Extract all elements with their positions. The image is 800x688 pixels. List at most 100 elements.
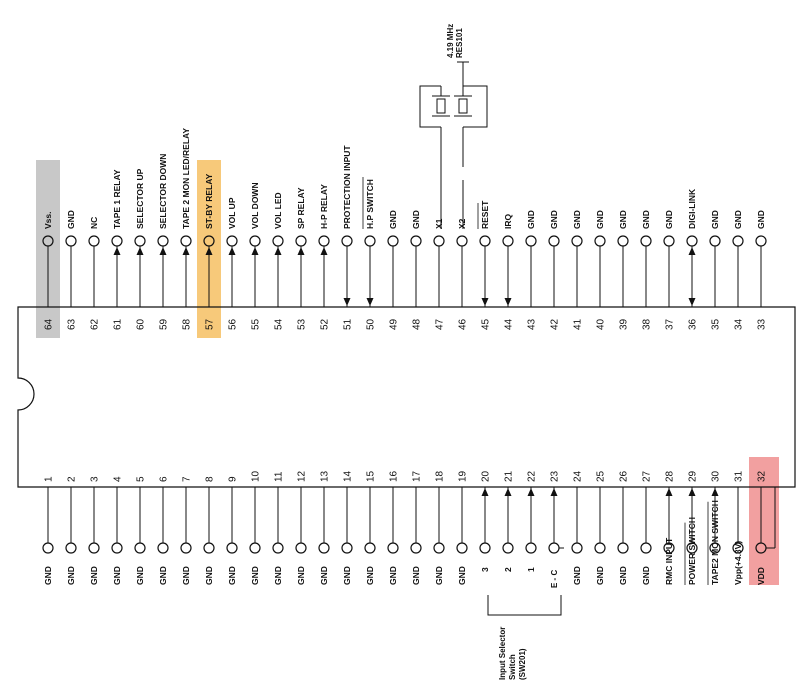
pin-label-25: GND bbox=[595, 566, 605, 585]
pin-circle-26 bbox=[617, 542, 629, 554]
pin-label-43: GND bbox=[526, 210, 536, 229]
pin-number-48: 48 bbox=[412, 318, 423, 330]
pin-number-35: 35 bbox=[711, 318, 722, 330]
pin-label-45: RESET bbox=[480, 200, 490, 229]
pin-label-10: GND bbox=[250, 566, 260, 585]
pin-number-43: 43 bbox=[527, 318, 538, 330]
pin-arrow-down-50 bbox=[366, 298, 374, 306]
pin-arrow-up-57 bbox=[205, 247, 213, 255]
pin-number-64: 64 bbox=[44, 318, 55, 330]
pin-number-30: 30 bbox=[711, 470, 722, 482]
pin-number-20: 20 bbox=[481, 470, 492, 482]
pin-number-51: 51 bbox=[343, 318, 354, 330]
pin-number-40: 40 bbox=[596, 318, 607, 330]
pin-arrow-up-29 bbox=[688, 488, 696, 496]
pin-circle-48 bbox=[410, 235, 422, 247]
pin-label-38: GND bbox=[641, 210, 651, 229]
pin-circle-20 bbox=[479, 542, 491, 554]
pin-circle-16 bbox=[387, 542, 399, 554]
pin-label-26: GND bbox=[618, 566, 628, 585]
pin-arrow-up-53 bbox=[297, 247, 305, 255]
pin-circle-46 bbox=[456, 235, 468, 247]
pin-number-52: 52 bbox=[320, 318, 331, 330]
pin-label-60: SELECTOR UP bbox=[135, 168, 145, 229]
pin-number-2: 2 bbox=[67, 476, 78, 482]
pin-number-15: 15 bbox=[366, 470, 377, 482]
pin-arrow-up-22 bbox=[527, 488, 535, 496]
pin-circle-45 bbox=[479, 235, 491, 247]
pin-number-8: 8 bbox=[205, 476, 216, 482]
pin-circle-62 bbox=[88, 235, 100, 247]
pin-number-5: 5 bbox=[136, 476, 147, 482]
pin-circle-35 bbox=[709, 235, 721, 247]
pin-circle-58 bbox=[180, 235, 192, 247]
pin-label-58: TAPE 2 MON LED/RELAY bbox=[181, 128, 191, 229]
pin-number-6: 6 bbox=[159, 476, 170, 482]
pin-circle-59 bbox=[157, 235, 169, 247]
pin-number-4: 4 bbox=[113, 476, 124, 482]
pin-number-17: 17 bbox=[412, 470, 423, 482]
pin-number-57: 57 bbox=[205, 318, 216, 330]
pin-number-53: 53 bbox=[297, 318, 308, 330]
pin-number-59: 59 bbox=[159, 318, 170, 330]
pin-circle-39 bbox=[617, 235, 629, 247]
pin-label-48: GND bbox=[411, 210, 421, 229]
highlight-pin-32 bbox=[749, 457, 779, 585]
pin-arrow-up-60 bbox=[136, 247, 144, 255]
pin-label-17: GND bbox=[411, 566, 421, 585]
pin-number-26: 26 bbox=[619, 470, 630, 482]
pin-label-41: GND bbox=[572, 210, 582, 229]
pin-label-13: GND bbox=[319, 566, 329, 585]
pin-label-19: GND bbox=[457, 566, 467, 585]
pin-number-49: 49 bbox=[389, 318, 400, 330]
pin-circle-44 bbox=[502, 235, 514, 247]
crystal-frequency: 4.19 MHz bbox=[446, 24, 455, 58]
pin-arrow-up-56 bbox=[228, 247, 236, 255]
pin-circle-38 bbox=[640, 235, 652, 247]
pin-number-11: 11 bbox=[274, 471, 285, 482]
pin-number-31: 31 bbox=[734, 470, 745, 482]
pin-number-3: 3 bbox=[90, 476, 101, 482]
pin-circle-4 bbox=[111, 542, 123, 554]
pin-number-46: 46 bbox=[458, 318, 469, 330]
pin-label-8: GND bbox=[204, 566, 214, 585]
pin-number-25: 25 bbox=[596, 470, 607, 482]
pin-number-38: 38 bbox=[642, 318, 653, 330]
pin-circle-2 bbox=[65, 542, 77, 554]
pin-number-10: 10 bbox=[251, 470, 262, 482]
pin-number-58: 58 bbox=[182, 318, 193, 330]
pin-number-63: 63 bbox=[67, 318, 78, 330]
pin-number-61: 61 bbox=[113, 318, 124, 330]
pin-circle-43 bbox=[525, 235, 537, 247]
pin-circle-61 bbox=[111, 235, 123, 247]
pin-arrow-down-45 bbox=[481, 298, 489, 306]
pin-label-5: GND bbox=[135, 566, 145, 585]
pin-circle-10 bbox=[249, 542, 261, 554]
pin-label-7: GND bbox=[181, 566, 191, 585]
pin-circle-7 bbox=[180, 542, 192, 554]
pin-number-32: 32 bbox=[757, 470, 768, 482]
pin-number-21: 21 bbox=[504, 470, 515, 482]
pin-circle-22 bbox=[525, 542, 537, 554]
pin-circle-19 bbox=[456, 542, 468, 554]
pin-label-28: RMC INPUT bbox=[664, 537, 674, 585]
pin-number-50: 50 bbox=[366, 318, 377, 330]
pin-circle-1 bbox=[42, 542, 54, 554]
pin-number-14: 14 bbox=[343, 470, 354, 482]
pin-arrow-down-51 bbox=[343, 298, 351, 306]
pin-label-47: X1 bbox=[434, 218, 444, 229]
pin-number-13: 13 bbox=[320, 470, 331, 482]
pin-number-47: 47 bbox=[435, 318, 446, 330]
pin-label-40: GND bbox=[595, 210, 605, 229]
pin-label-53: SP RELAY bbox=[296, 187, 306, 229]
pin-number-7: 7 bbox=[182, 476, 193, 482]
pin-circle-56 bbox=[226, 235, 238, 247]
pin-circle-50 bbox=[364, 235, 376, 247]
pin-label-50: H.P SWITCH bbox=[365, 179, 375, 229]
pin-circle-21 bbox=[502, 542, 514, 554]
input-selector-bracket bbox=[487, 595, 562, 616]
pin-label-31: Vpp(+4.3V) bbox=[733, 541, 743, 585]
crystal-reference: RES101 bbox=[455, 28, 464, 58]
